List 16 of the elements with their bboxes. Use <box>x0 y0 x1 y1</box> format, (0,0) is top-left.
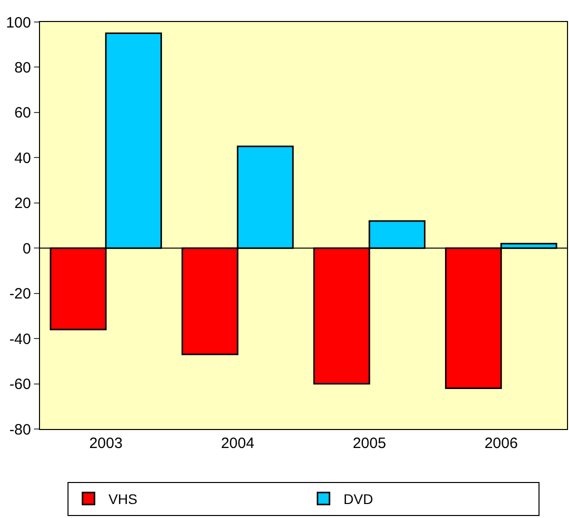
y-tick-label: 40 <box>14 150 31 167</box>
y-tick-label: 60 <box>14 104 31 122</box>
x-tick-label: 2006 <box>484 435 518 452</box>
y-tick-label: -60 <box>9 376 31 394</box>
y-tick-label: 100 <box>6 14 31 32</box>
y-tick-label: -40 <box>9 330 31 348</box>
y-tick-label: 0 <box>22 240 31 258</box>
legend-label: VHS <box>108 490 138 507</box>
y-tick-label: -20 <box>9 286 31 303</box>
legend-label: DVD <box>344 490 374 507</box>
y-tick-label: 20 <box>14 195 31 212</box>
y-tick-label: -80 <box>9 421 31 438</box>
x-tick-label: 2005 <box>352 435 386 452</box>
x-tick-label: 2003 <box>89 435 123 452</box>
y-tick-label: 80 <box>14 59 31 76</box>
x-tick-label: 2004 <box>220 435 254 452</box>
